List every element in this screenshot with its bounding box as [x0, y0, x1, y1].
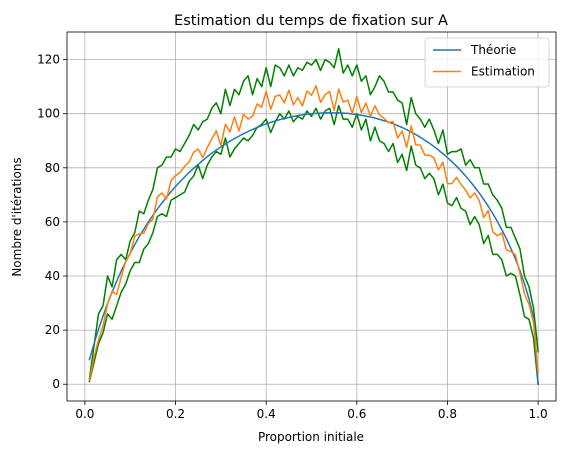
x-tick-label: 0.8	[438, 407, 457, 421]
y-tick-label: 60	[45, 215, 60, 229]
legend: Théorie Estimation	[424, 37, 550, 88]
y-tick-label: 0	[52, 377, 60, 391]
x-tick-label: 0.4	[257, 407, 276, 421]
x-tick-label: 0.6	[347, 407, 366, 421]
y-tick-label: 80	[45, 161, 60, 175]
series-line-lower	[88, 104, 539, 386]
x-tick-label: 0.2	[166, 407, 185, 421]
x-tick-label: 0.0	[75, 407, 94, 421]
chart-title: Estimation du temps de fixation sur A	[174, 13, 448, 29]
series-line-upper	[88, 48, 539, 380]
y-axis-label: Nombre d'itérations	[10, 157, 24, 276]
y-tick-label: 120	[37, 53, 60, 67]
legend-label: Théorie	[470, 43, 516, 57]
y-tick-label: 40	[45, 269, 60, 283]
series-line-th-orie	[88, 112, 539, 386]
plot-frame	[66, 31, 557, 402]
legend-label: Estimation	[471, 65, 535, 79]
x-axis-label: Proportion initiale	[258, 430, 364, 444]
y-tick-label: 20	[45, 323, 60, 337]
series-line-estimation	[88, 85, 539, 382]
x-axis-ticks: 0.0 0.2 0.4 0.6 0.8 1.0	[75, 401, 548, 421]
series-lines	[88, 48, 539, 386]
y-tick-label: 100	[37, 107, 60, 121]
y-axis-ticks: 0 20 40 60 80 100 120	[37, 53, 67, 391]
x-tick-label: 1.0	[529, 407, 548, 421]
